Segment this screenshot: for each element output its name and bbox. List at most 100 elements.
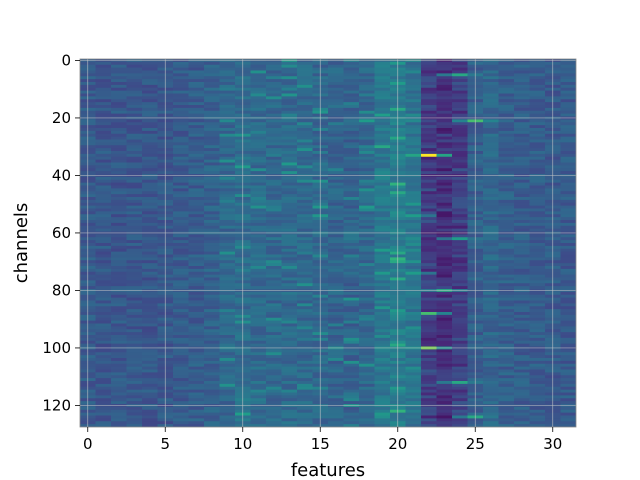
heatmap-cell (421, 87, 438, 92)
heatmap-cell (173, 73, 190, 77)
heatmap-cell (266, 179, 283, 184)
heatmap-cell (219, 73, 236, 77)
heatmap-cell (514, 105, 531, 109)
heatmap-cell (343, 314, 360, 319)
heatmap-cell (266, 188, 283, 192)
heatmap-cell (297, 369, 314, 373)
heatmap-cell (374, 225, 391, 230)
heatmap-cell (297, 159, 314, 164)
heatmap-cell (188, 102, 205, 106)
heatmap-cell (436, 363, 453, 368)
heatmap-cell (343, 199, 360, 204)
heatmap-cell (405, 240, 422, 244)
heatmap-cell (560, 395, 576, 399)
heatmap-cell (142, 179, 159, 184)
heatmap-cell (204, 335, 221, 339)
heatmap-cell (529, 168, 546, 172)
heatmap-cell (529, 162, 546, 166)
heatmap-cell (111, 381, 128, 385)
heatmap-cell (95, 323, 112, 327)
heatmap-cell (436, 378, 453, 382)
heatmap-cell (514, 133, 531, 138)
heatmap-cell (188, 87, 205, 92)
heatmap-cell (560, 268, 576, 273)
heatmap-cell (204, 245, 221, 250)
heatmap-cell (359, 329, 376, 333)
heatmap-cell (126, 128, 143, 132)
heatmap-cell (126, 191, 143, 195)
heatmap-cell (359, 268, 376, 273)
heatmap-cell (421, 182, 438, 187)
heatmap-cell (250, 197, 267, 201)
heatmap-cell (173, 398, 190, 402)
heatmap-cell (126, 263, 143, 267)
heatmap-cell (281, 369, 298, 373)
heatmap-cell (529, 283, 546, 287)
heatmap-cell (266, 406, 283, 411)
heatmap-cell (204, 64, 221, 69)
heatmap-cell (204, 182, 221, 187)
heatmap-cell (219, 392, 236, 396)
heatmap-cell (281, 274, 298, 279)
heatmap-cell (436, 136, 453, 141)
heatmap-cell (514, 248, 531, 253)
heatmap-cell (142, 194, 159, 198)
heatmap-cell (250, 314, 267, 319)
heatmap-cell (188, 412, 205, 417)
heatmap-cell (281, 366, 298, 371)
heatmap-cell (405, 208, 422, 212)
heatmap-cell (297, 326, 314, 330)
heatmap-cell (250, 340, 267, 345)
heatmap-cell (483, 205, 500, 210)
heatmap-cell (498, 280, 515, 284)
heatmap-cell (297, 355, 314, 359)
heatmap-cell (421, 171, 438, 175)
heatmap-cell (111, 375, 128, 379)
heatmap-cell (498, 389, 515, 394)
heatmap-cell (529, 171, 546, 175)
heatmap-cell (498, 237, 515, 241)
heatmap-cell (111, 314, 128, 319)
heatmap-cell (281, 392, 298, 396)
heatmap-cell (452, 73, 469, 77)
heatmap-cell (328, 228, 345, 233)
heatmap-cell (328, 73, 345, 77)
heatmap-cell (250, 303, 267, 307)
heatmap-cell (142, 340, 159, 345)
heatmap-cell (436, 406, 453, 411)
heatmap-cell (204, 378, 221, 382)
heatmap-cell (188, 84, 205, 89)
heatmap-cell (498, 392, 515, 396)
heatmap-cell (142, 105, 159, 109)
heatmap-cell (359, 133, 376, 138)
heatmap-cell (529, 222, 546, 227)
heatmap-cell (188, 271, 205, 276)
heatmap-cell (343, 188, 360, 192)
heatmap-cell (219, 79, 236, 83)
heatmap-cell (266, 122, 283, 126)
heatmap-cell (281, 375, 298, 379)
heatmap-cell (95, 271, 112, 276)
heatmap-cell (328, 119, 345, 123)
heatmap-cell (95, 179, 112, 184)
heatmap-cell (95, 76, 112, 80)
heatmap-cell (173, 185, 190, 189)
heatmap-cell (173, 82, 190, 86)
heatmap-cell (219, 234, 236, 238)
heatmap-cell (173, 415, 190, 419)
heatmap-cell (421, 156, 438, 161)
heatmap-cell (188, 398, 205, 402)
heatmap-cell (328, 343, 345, 348)
heatmap-cell (250, 366, 267, 371)
heatmap-cell (343, 260, 360, 264)
heatmap-cell (529, 82, 546, 86)
heatmap-cell (343, 113, 360, 118)
heatmap-cell (374, 168, 391, 172)
heatmap-cell (111, 401, 128, 405)
heatmap-cell (483, 297, 500, 302)
heatmap-cell (111, 182, 128, 187)
heatmap-cell (483, 217, 500, 221)
heatmap-cell (498, 277, 515, 281)
heatmap-cell (281, 386, 298, 391)
heatmap-cell (173, 151, 190, 155)
